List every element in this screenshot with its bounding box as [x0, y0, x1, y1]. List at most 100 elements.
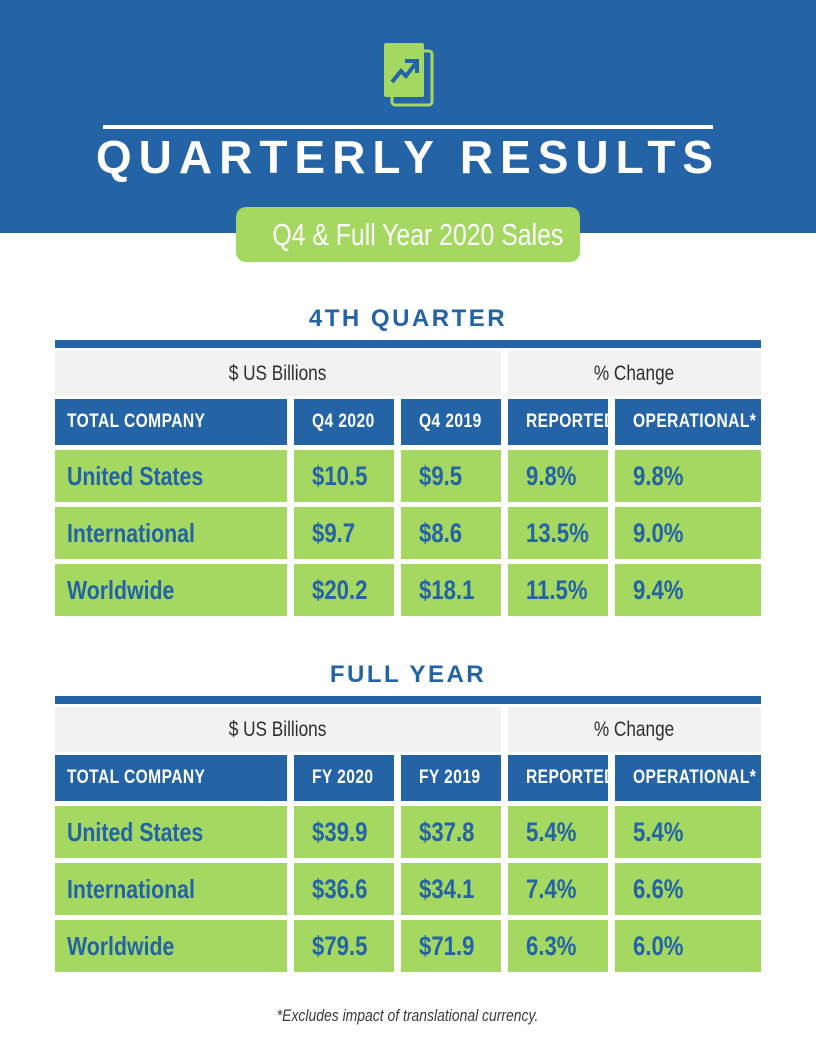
column-header-label: TOTAL COMPANY — [67, 411, 206, 432]
value-cell: $37.8 — [401, 806, 501, 858]
page-title: QUARTERLY RESULTS — [95, 131, 721, 183]
value-cell: 9.8% — [615, 450, 761, 502]
value: 5.4% — [526, 816, 577, 847]
value: $9.7 — [312, 517, 356, 548]
value-cell: 5.4% — [615, 806, 761, 858]
value-cell: $71.9 — [401, 920, 501, 972]
value: 9.8% — [633, 460, 684, 491]
header-icon-wrap — [0, 0, 816, 113]
value: $37.8 — [419, 816, 475, 847]
units-cell-percent: % Change — [508, 351, 761, 396]
table-row-international: International $36.6 $34.1 7.4% 6.6% — [55, 863, 761, 915]
chart-trending-up-document-icon — [384, 43, 434, 107]
column-header-label: FY 2019 — [419, 767, 481, 788]
table-top-bar — [55, 340, 761, 348]
units-cell-percent: % Change — [508, 707, 761, 752]
value-cell: $39.9 — [294, 806, 394, 858]
value: 6.3% — [526, 930, 577, 961]
value-cell: 5.4% — [508, 806, 608, 858]
table-row-worldwide: Worldwide $79.5 $71.9 6.3% 6.0% — [55, 920, 761, 972]
units-header-row: $ US Billions % Change — [55, 351, 761, 396]
value-cell: $36.6 — [294, 863, 394, 915]
row-label-cell: United States — [55, 450, 287, 502]
column-header-label: TOTAL COMPANY — [67, 767, 206, 788]
value-cell: $79.5 — [294, 920, 394, 972]
value-cell: 13.5% — [508, 507, 608, 559]
units-cell-dollars: $ US Billions — [55, 351, 501, 396]
value-cell: $20.2 — [294, 564, 394, 616]
footnote-text: *Excludes impact of translational curren… — [277, 1006, 539, 1025]
column-header-reported: REPORTED — [508, 755, 615, 801]
row-label-cell: International — [55, 863, 287, 915]
column-header-operational: OPERATIONAL* — [615, 399, 761, 445]
header-banner: QUARTERLY RESULTS — [0, 0, 816, 233]
value: $34.1 — [419, 873, 475, 904]
row-label: Worldwide — [67, 930, 175, 961]
value-cell: $10.5 — [294, 450, 394, 502]
value: 5.4% — [633, 816, 684, 847]
row-label: International — [67, 873, 195, 904]
subtitle-badge: Q4 & Full Year 2020 Sales — [236, 207, 580, 262]
value: 13.5% — [526, 517, 589, 548]
column-header-fy-2020: FY 2020 — [294, 755, 394, 801]
value: $36.6 — [312, 873, 368, 904]
column-header-label: OPERATIONAL* — [633, 411, 757, 432]
section-title-full-year: FULL YEAR — [329, 661, 487, 688]
value-cell: 6.0% — [615, 920, 761, 972]
row-label-cell: Worldwide — [55, 564, 287, 616]
row-label-cell: International — [55, 507, 287, 559]
value-cell: 6.3% — [508, 920, 608, 972]
value: $8.6 — [419, 517, 463, 548]
value: $9.5 — [419, 460, 463, 491]
table-top-bar — [55, 696, 761, 704]
value-cell: $8.6 — [401, 507, 501, 559]
value: $39.9 — [312, 816, 368, 847]
value-cell: $34.1 — [401, 863, 501, 915]
value: $71.9 — [419, 930, 475, 961]
value-cell: 9.4% — [615, 564, 761, 616]
column-header-reported: REPORTED — [508, 399, 615, 445]
value: $18.1 — [419, 574, 475, 605]
value: 9.8% — [526, 460, 577, 491]
column-header-row: TOTAL COMPANY Q4 2020 Q4 2019 REPORTED O… — [55, 399, 761, 445]
value: 7.4% — [526, 873, 577, 904]
row-label-cell: United States — [55, 806, 287, 858]
value: 11.5% — [526, 574, 588, 605]
value: 6.0% — [633, 930, 684, 961]
column-header-label: OPERATIONAL* — [633, 767, 757, 788]
row-label: United States — [67, 460, 204, 491]
value-cell: $9.7 — [294, 507, 394, 559]
column-header-q4-2019: Q4 2019 — [401, 399, 501, 445]
section-title-4th-quarter: 4TH QUARTER — [308, 305, 508, 332]
column-header-total-company: TOTAL COMPANY — [55, 399, 287, 445]
column-header-label: REPORTED — [526, 767, 616, 788]
row-label: International — [67, 517, 195, 548]
units-cell-dollars: $ US Billions — [55, 707, 501, 752]
table-row-worldwide: Worldwide $20.2 $18.1 11.5% 9.4% — [55, 564, 761, 616]
footnote: *Excludes impact of translational curren… — [55, 1006, 761, 1026]
value: $10.5 — [312, 460, 368, 491]
column-header-q4-2020: Q4 2020 — [294, 399, 394, 445]
column-header-operational: OPERATIONAL* — [615, 755, 761, 801]
units-header-row: $ US Billions % Change — [55, 707, 761, 752]
value-cell: 9.0% — [615, 507, 761, 559]
column-header-label: Q4 2020 — [312, 411, 375, 432]
column-header-total-company: TOTAL COMPANY — [55, 755, 287, 801]
value: 9.4% — [633, 574, 684, 605]
value-cell: $18.1 — [401, 564, 501, 616]
row-label-cell: Worldwide — [55, 920, 287, 972]
value: 6.6% — [633, 873, 684, 904]
column-header-label: Q4 2019 — [419, 411, 482, 432]
column-header-row: TOTAL COMPANY FY 2020 FY 2019 REPORTED O… — [55, 755, 761, 801]
value-cell: 7.4% — [508, 863, 608, 915]
column-header-label: REPORTED — [526, 411, 616, 432]
content-column: 4TH QUARTER $ US Billions % Change TOTAL… — [55, 305, 761, 1026]
column-header-fy-2019: FY 2019 — [401, 755, 501, 801]
value: $20.2 — [312, 574, 368, 605]
value-cell: $9.5 — [401, 450, 501, 502]
subtitle-badge-label: Q4 & Full Year 2020 Sales — [272, 217, 564, 252]
units-label: $ US Billions — [229, 361, 327, 385]
units-label: % Change — [594, 361, 675, 385]
value-cell: 6.6% — [615, 863, 761, 915]
